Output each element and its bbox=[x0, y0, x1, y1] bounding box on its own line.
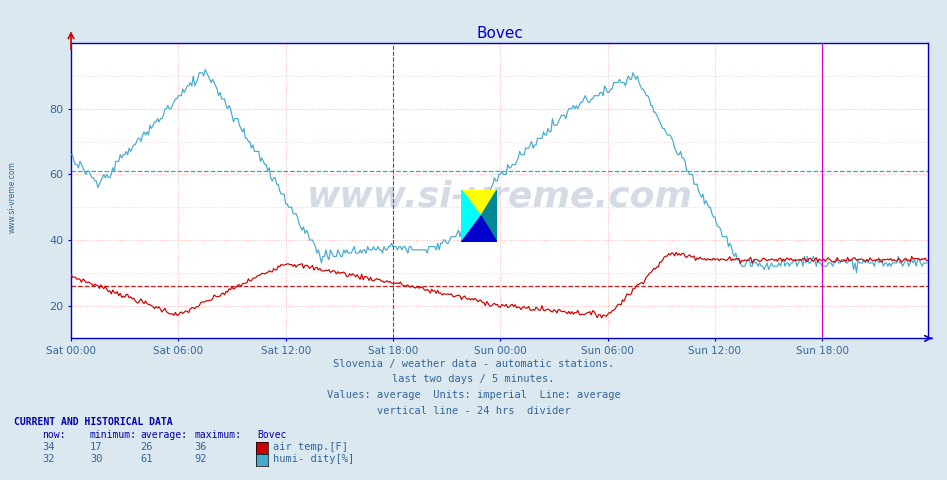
Polygon shape bbox=[481, 190, 497, 242]
Polygon shape bbox=[461, 190, 481, 242]
Title: Bovec: Bovec bbox=[476, 25, 523, 41]
Polygon shape bbox=[461, 190, 497, 242]
Text: vertical line - 24 hrs  divider: vertical line - 24 hrs divider bbox=[377, 406, 570, 416]
Polygon shape bbox=[461, 216, 497, 242]
Text: last two days / 5 minutes.: last two days / 5 minutes. bbox=[392, 374, 555, 384]
Text: 30: 30 bbox=[90, 454, 102, 464]
Text: www.si-vreme.com: www.si-vreme.com bbox=[8, 161, 17, 233]
Text: 61: 61 bbox=[140, 454, 152, 464]
Text: 34: 34 bbox=[43, 442, 55, 452]
Text: maximum:: maximum: bbox=[194, 430, 241, 440]
Text: 36: 36 bbox=[194, 442, 206, 452]
Text: humi- dity[%]: humi- dity[%] bbox=[273, 454, 354, 464]
Text: 32: 32 bbox=[43, 454, 55, 464]
Text: Bovec: Bovec bbox=[258, 430, 287, 440]
Text: CURRENT AND HISTORICAL DATA: CURRENT AND HISTORICAL DATA bbox=[14, 417, 173, 427]
Text: 92: 92 bbox=[194, 454, 206, 464]
Text: 17: 17 bbox=[90, 442, 102, 452]
Text: minimum:: minimum: bbox=[90, 430, 137, 440]
Text: now:: now: bbox=[43, 430, 66, 440]
Text: Values: average  Units: imperial  Line: average: Values: average Units: imperial Line: av… bbox=[327, 390, 620, 400]
Text: average:: average: bbox=[140, 430, 188, 440]
Text: www.si-vreme.com: www.si-vreme.com bbox=[307, 180, 692, 214]
Text: air temp.[F]: air temp.[F] bbox=[273, 442, 348, 452]
Text: Slovenia / weather data - automatic stations.: Slovenia / weather data - automatic stat… bbox=[333, 359, 614, 369]
Text: 26: 26 bbox=[140, 442, 152, 452]
